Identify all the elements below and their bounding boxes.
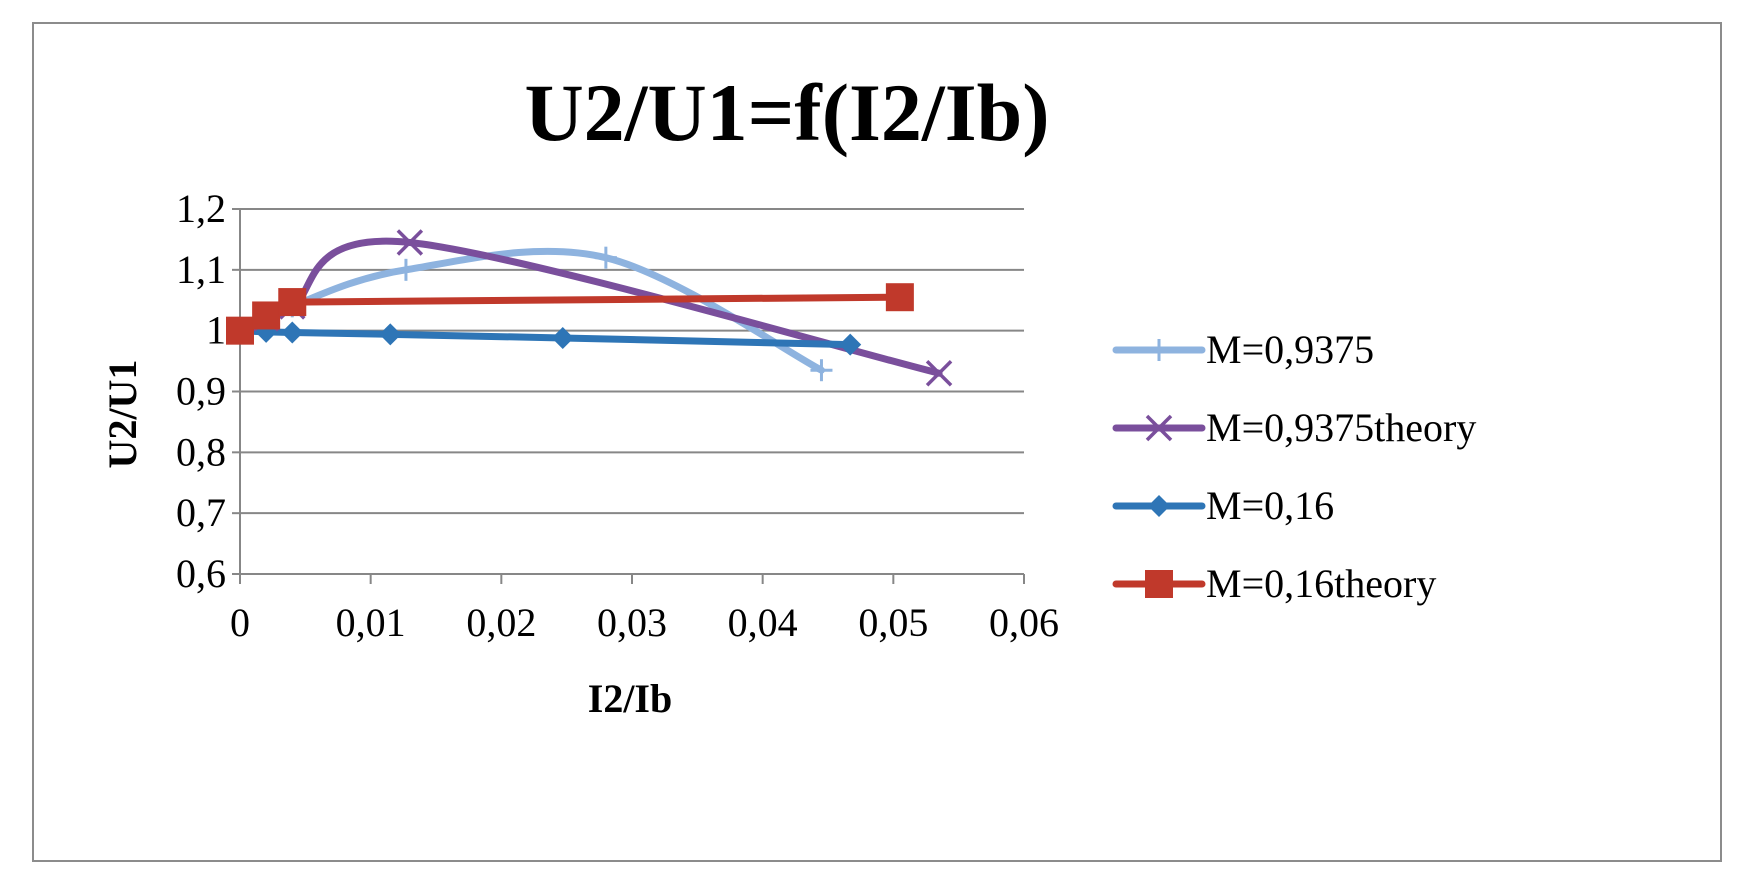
marker-layer bbox=[226, 229, 953, 387]
y-tick-label: 0,8 bbox=[176, 429, 226, 474]
y-tick-label: 1,1 bbox=[176, 247, 226, 292]
legend: M=0,9375 M=0,9375theory M=0,16 M=0,16theory bbox=[1112, 327, 1476, 606]
data-point-3 bbox=[278, 288, 307, 317]
x-tick-label: 0,05 bbox=[858, 600, 928, 645]
legend-label: M=0,9375theory bbox=[1206, 405, 1476, 450]
series-line-3 bbox=[236, 293, 904, 335]
legend-label: M=0,9375 bbox=[1206, 327, 1374, 372]
data-point-3 bbox=[226, 316, 254, 345]
y-tick-label: 1,2 bbox=[176, 186, 226, 231]
data-point-0 bbox=[394, 258, 417, 281]
axes: 0,6 0,7 0,8 0,9 1 1,1 1,2 0 0,01 0,02 0,03 0,04 0,05… bbox=[176, 186, 1059, 645]
x-tick-label: 0,06 bbox=[989, 600, 1059, 645]
legend-item-2: M=0,16 bbox=[1112, 483, 1334, 528]
legend-swatch-marker bbox=[1145, 570, 1173, 598]
y-axis-title: U2/U1 bbox=[100, 360, 145, 469]
y-tick-label: 1 bbox=[206, 308, 226, 353]
series-line-1 bbox=[236, 237, 943, 377]
y-tick-label: 0,7 bbox=[176, 490, 226, 535]
y-tick-label: 0,6 bbox=[176, 551, 226, 596]
data-point-3 bbox=[252, 301, 281, 330]
legend-swatch-marker bbox=[1148, 339, 1170, 361]
data-point-3 bbox=[885, 283, 914, 312]
legend-item-3: M=0,16theory bbox=[1112, 561, 1436, 606]
data-point-0 bbox=[810, 359, 833, 382]
chart-frame: U2/U1=f(I2/Ib) 0,6 0,7 0,8 0,9 1 1,1 1,2 0 0,01 0… bbox=[32, 22, 1722, 862]
chart-title: U2/U1=f(I2/Ib) bbox=[524, 67, 1049, 158]
data-point-2 bbox=[839, 333, 862, 356]
data-point-2 bbox=[281, 321, 304, 344]
legend-swatch-marker bbox=[1148, 495, 1170, 517]
chart-svg: U2/U1=f(I2/Ib) 0,60,70,80,911,11,20 0,01 0… bbox=[100, 67, 1476, 721]
data-point-1 bbox=[396, 229, 424, 256]
legend-label: M=0,16 bbox=[1206, 483, 1334, 528]
x-tick-label: 0,02 bbox=[466, 600, 536, 645]
x-tick-label: 0,03 bbox=[597, 600, 667, 645]
data-point-2 bbox=[379, 323, 402, 346]
series-layer bbox=[236, 237, 943, 377]
x-tick-label: 0,04 bbox=[728, 600, 798, 645]
grid-lines bbox=[240, 208, 1024, 515]
y-tick-label: 0,9 bbox=[176, 369, 226, 414]
legend-item-0: M=0,9375 bbox=[1112, 327, 1374, 372]
x-tick-label: 0 bbox=[230, 600, 250, 645]
data-point-0 bbox=[594, 246, 617, 269]
legend-swatch-marker bbox=[1145, 414, 1173, 442]
data-point-1 bbox=[925, 360, 953, 387]
data-point-2 bbox=[551, 326, 574, 349]
legend-item-1: M=0,9375theory bbox=[1112, 405, 1476, 450]
x-tick-label: 0,01 bbox=[336, 600, 406, 645]
x-axis-title: I2/Ib bbox=[588, 676, 673, 721]
legend-label: M=0,16theory bbox=[1206, 561, 1436, 606]
